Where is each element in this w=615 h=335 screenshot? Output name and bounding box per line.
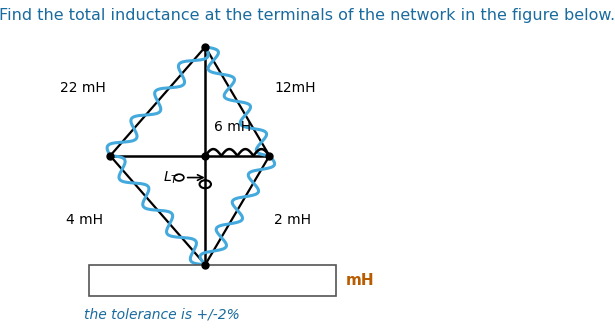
Text: the tolerance is +/-2%: the tolerance is +/-2% (84, 308, 240, 322)
Text: Find the total inductance at the terminals of the network in the figure below.: Find the total inductance at the termina… (0, 8, 615, 23)
Text: 6 mH: 6 mH (214, 120, 251, 134)
Text: 4 mH: 4 mH (66, 213, 103, 227)
Text: $L_T$: $L_T$ (163, 170, 179, 186)
Text: 2 mH: 2 mH (274, 213, 311, 227)
Text: 12mH: 12mH (274, 81, 315, 95)
FancyBboxPatch shape (89, 265, 336, 296)
Text: 22 mH: 22 mH (60, 81, 105, 95)
Text: mH: mH (346, 273, 374, 288)
